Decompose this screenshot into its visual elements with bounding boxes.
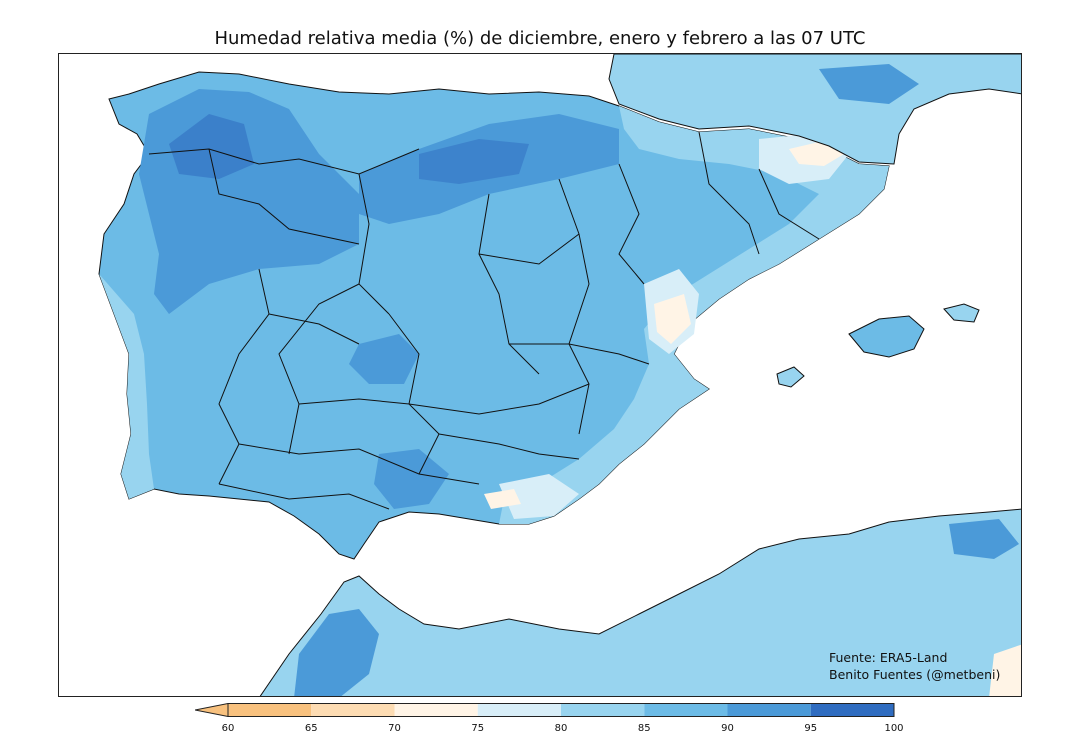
mallorca — [848, 315, 925, 358]
dry-coast-southeast — [499, 474, 579, 519]
colorbar-tick-label: 95 — [804, 723, 818, 734]
colorbar-tick-label: 100 — [884, 723, 904, 734]
colorbar-segment — [311, 703, 395, 717]
colorbar-segments — [195, 703, 894, 717]
colorbar-tick-label: 80 — [554, 723, 568, 734]
colorbar-segment — [228, 703, 312, 717]
colorbar-segment — [644, 703, 728, 717]
map-title: Humedad relativa media (%) de diciembre,… — [214, 28, 866, 49]
ibiza — [776, 366, 805, 388]
credit-author: Benito Fuentes (@metbeni) — [829, 667, 1001, 682]
credit-source: Fuente: ERA5-Land — [829, 650, 948, 665]
dry-patch-valencia — [654, 294, 691, 344]
colorbar-tick-label: 65 — [304, 723, 318, 734]
colorbar-tick-label: 60 — [221, 723, 235, 734]
france-land — [608, 54, 1021, 165]
colorbar-outline — [227, 703, 895, 717]
colorbar-segment — [394, 703, 478, 717]
map-panel — [58, 53, 1022, 697]
colorbar-segment — [561, 703, 645, 717]
colorbar-segment — [477, 703, 561, 717]
colorbar-extend-min — [195, 703, 229, 717]
france-humid-core — [819, 64, 919, 104]
colorbar-segment — [810, 703, 894, 717]
colorbar-tick-label: 75 — [471, 723, 485, 734]
north-africa-humid-east — [949, 519, 1019, 559]
humid-south-zone — [374, 449, 449, 509]
very-humid-cantabria — [419, 139, 529, 184]
north-africa-dry-east — [989, 644, 1021, 696]
dry-patch-almeria — [484, 489, 521, 509]
province-borders — [148, 131, 820, 510]
very-humid-galicia — [169, 114, 254, 179]
colorbar-tick-label: 90 — [721, 723, 734, 734]
north-africa-humid-zone — [294, 609, 379, 696]
colorbar-tick-label: 85 — [637, 723, 651, 734]
coastal-portugal-band — [99, 274, 154, 499]
menorca — [943, 303, 980, 323]
colorbar-tick-label: 70 — [388, 723, 401, 734]
colorbar — [195, 703, 895, 717]
north-africa-land — [259, 508, 1021, 696]
dry-patch-ebro — [789, 142, 844, 166]
humidity-map — [98, 54, 1021, 696]
colorbar-segment — [727, 703, 811, 717]
humid-center-zone — [349, 334, 419, 384]
